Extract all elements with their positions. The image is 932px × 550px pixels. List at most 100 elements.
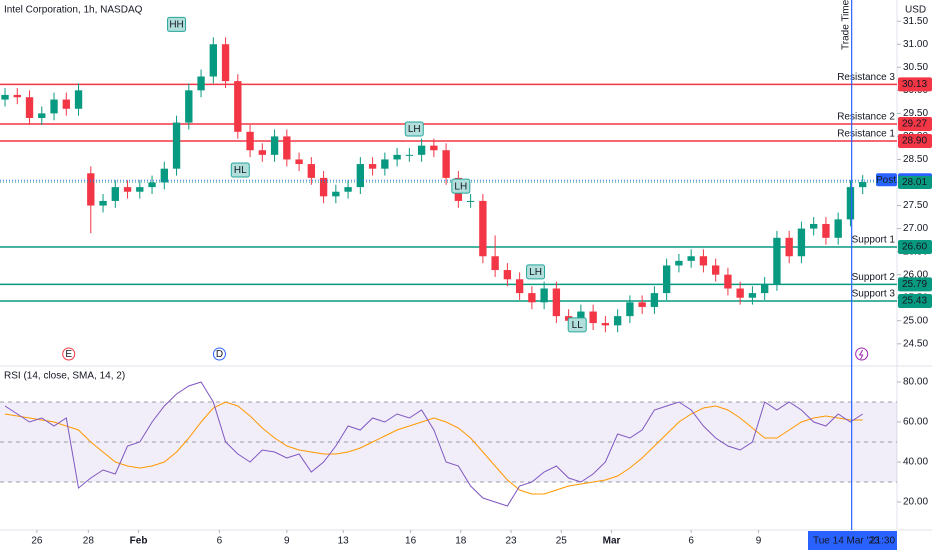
rsi-tick-label: 80.00 [903, 377, 928, 388]
rsi-tick-label: 20.00 [903, 497, 928, 508]
rsi-title: RSI (14, close, SMA, 14, 2) [4, 371, 125, 382]
post-label: Post [876, 175, 896, 186]
candle-body [430, 145, 438, 151]
candle-body [74, 90, 83, 109]
candle-body [540, 288, 548, 303]
candle-body [185, 90, 193, 123]
candle-body [466, 200, 475, 202]
candle-body [123, 187, 132, 192]
level-value-box [898, 77, 932, 92]
candle-body [834, 219, 842, 238]
event-label: E [65, 349, 72, 360]
candle-body [148, 182, 156, 188]
candle-body [515, 279, 524, 294]
dividend-icon [855, 347, 869, 361]
y-tick-label: 24.50 [903, 338, 928, 349]
time-clock: 21:30 [870, 536, 895, 547]
x-tick-label: 28 [83, 536, 95, 547]
x-tick-label: 9 [756, 536, 762, 547]
candle-body [797, 228, 806, 257]
pattern-tag [526, 264, 546, 280]
pattern-label: LH [529, 267, 542, 278]
x-tick-label: Feb [130, 536, 148, 547]
event-marker [62, 347, 76, 361]
level-value-box [898, 134, 932, 149]
candle-body [332, 191, 340, 197]
candle-body [160, 168, 168, 183]
candle-body [577, 311, 585, 321]
candle-body [601, 323, 610, 326]
candle-body [234, 81, 242, 132]
pattern-tag [230, 162, 250, 178]
candle-body [405, 154, 414, 156]
candle-body [50, 99, 58, 114]
candle-body [111, 187, 119, 201]
trade-time-label: Trade Time [840, 0, 851, 50]
y-tick-label: 27.50 [903, 200, 928, 211]
candle-body [699, 256, 708, 266]
candle-body [760, 283, 769, 294]
candle-body [785, 237, 793, 257]
currency: USD [905, 5, 926, 16]
candle-body [258, 150, 267, 155]
last-value: 28.01 [902, 177, 927, 188]
y-tick-label: 30.50 [903, 62, 928, 73]
pattern-label: LL [572, 320, 584, 331]
x-tick-label: 26 [31, 536, 43, 547]
x-tick-label: 16 [405, 536, 417, 547]
x-tick-label: 9 [284, 536, 290, 547]
candle-body [626, 302, 634, 317]
candle-body [13, 94, 21, 98]
y-tick-label: 25.00 [903, 315, 928, 326]
rsi-line [4, 381, 863, 507]
candle-body [773, 237, 781, 284]
rsi-tick-label: 40.00 [903, 457, 928, 468]
candle-body [589, 311, 597, 324]
x-tick-label: 6 [688, 536, 694, 547]
candle-body [270, 136, 279, 155]
level-value-box [898, 116, 932, 131]
candle-body [613, 316, 622, 326]
pattern-label: HL [234, 165, 247, 176]
candle-body [417, 145, 426, 155]
x-tick-label: 18 [455, 536, 467, 547]
rsi-tick-label: 60.00 [903, 417, 928, 428]
level-value: 25.79 [902, 279, 927, 290]
pattern-tag [567, 317, 587, 333]
level-value: 29.27 [902, 119, 927, 130]
candle-body [711, 265, 720, 275]
level-value: 25.43 [902, 296, 927, 307]
candle-body [528, 293, 536, 303]
candle-body [810, 223, 818, 229]
x-tick-label: 25 [556, 536, 568, 547]
candle-body [479, 200, 487, 257]
y-tick-label: 31.00 [903, 39, 928, 50]
pattern-tag [451, 178, 471, 194]
last-value-box [898, 176, 932, 190]
candle-body [442, 150, 450, 178]
candle-body [356, 164, 365, 188]
pattern-label: LH [408, 124, 421, 135]
candle-body [99, 200, 107, 206]
pattern-tag [167, 16, 187, 32]
candle-body [136, 187, 144, 192]
candle-body [503, 270, 512, 280]
candle-body [283, 136, 291, 160]
candle-body [344, 187, 352, 192]
candle-body [491, 256, 499, 271]
candle-body [87, 173, 95, 206]
candle-body [221, 44, 230, 82]
level-name: Resistance 1 [837, 129, 895, 140]
candle-body [552, 288, 561, 317]
candle-body [197, 76, 205, 91]
candle-body [675, 260, 683, 266]
x-tick-label: 13 [338, 536, 350, 547]
pattern-label: LH [454, 181, 467, 192]
level-name: Support 2 [852, 272, 896, 283]
post-tag [876, 173, 897, 187]
candle-body [662, 265, 671, 294]
level-value-box [898, 240, 932, 255]
candle-body [38, 113, 46, 118]
chart-title: Intel Corporation, 1h, NASDAQ [4, 5, 143, 16]
